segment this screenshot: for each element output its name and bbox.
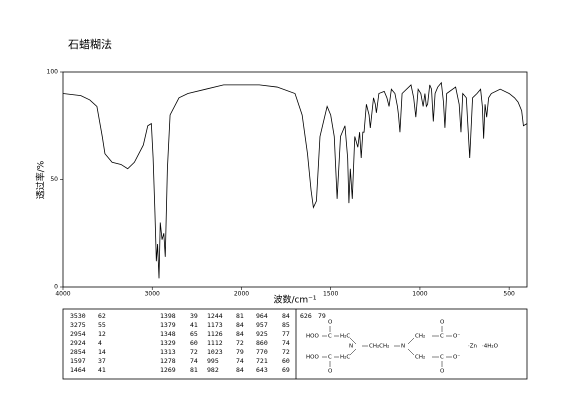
peak-wavenumber: 1464	[70, 366, 86, 374]
peak-wavenumber: 1379	[160, 321, 176, 329]
y-axis-label: 透过率/%	[35, 160, 47, 199]
structure-label: O	[440, 369, 445, 375]
structure-label: CH₂CH₂	[369, 344, 389, 350]
table-frame	[62, 308, 528, 380]
peak-wavenumber: 3530	[70, 312, 86, 320]
structure-label: N	[349, 344, 353, 350]
x-tick-label: 1000	[412, 291, 427, 298]
peak-transmittance: 41	[190, 321, 198, 329]
structure-label: O	[328, 320, 333, 326]
peak-wavenumber: 957	[256, 321, 268, 329]
structure-label: C	[440, 355, 444, 361]
peak-wavenumber: 1023	[207, 348, 223, 356]
x-tick-label: 2000	[234, 291, 249, 298]
structure-label: H₂C	[340, 355, 350, 361]
peak-transmittance: 55	[98, 321, 106, 329]
structure-label: O	[440, 320, 445, 326]
structure-label: C	[328, 334, 332, 340]
peak-transmittance: 62	[98, 312, 106, 320]
peak-wavenumber: 1173	[207, 321, 223, 329]
structure-label: O⁻	[453, 355, 460, 361]
peak-wavenumber: 964	[256, 312, 268, 320]
x-tick-label: 4000	[55, 291, 70, 298]
structure-label: N	[401, 344, 405, 350]
peak-wavenumber: 1278	[160, 357, 176, 365]
peak-wavenumber: 1126	[207, 330, 223, 338]
x-tick-label: 1500	[323, 291, 338, 298]
chart-title: 石蜡糊法	[68, 37, 112, 51]
peak-transmittance: 81	[190, 366, 198, 374]
peak-transmittance: 60	[282, 357, 290, 365]
structure-label: C	[328, 355, 332, 361]
x-tick-label: 3000	[145, 291, 160, 298]
peak-transmittance: 79	[236, 348, 244, 356]
structure-label: O⁻	[453, 334, 460, 340]
peak-wavenumber: 643	[256, 366, 268, 374]
structure-label: CH₂	[415, 334, 425, 340]
peak-transmittance: 72	[282, 348, 290, 356]
peak-transmittance: 39	[190, 312, 198, 320]
peak-wavenumber: 1269	[160, 366, 176, 374]
peak-wavenumber: 925	[256, 330, 268, 338]
peak-transmittance: 4	[98, 339, 102, 347]
peak-wavenumber: 1244	[207, 312, 223, 320]
peak-wavenumber: 1348	[160, 330, 176, 338]
spectrum-line	[62, 81, 528, 279]
peak-wavenumber: 982	[207, 366, 219, 374]
peak-transmittance: 84	[236, 330, 244, 338]
y-tick-label: 100	[47, 69, 59, 76]
peak-wavenumber: 1398	[160, 312, 176, 320]
peak-wavenumber: 860	[256, 339, 268, 347]
peak-transmittance: 41	[98, 366, 106, 374]
peak-transmittance: 85	[282, 321, 290, 329]
peak-transmittance: 65	[190, 330, 198, 338]
peak-transmittance: 77	[282, 330, 290, 338]
peak-transmittance: 79	[318, 312, 326, 320]
peak-wavenumber: 1313	[160, 348, 176, 356]
peak-wavenumber: 1112	[207, 339, 223, 347]
peak-wavenumber: 721	[256, 357, 268, 365]
peak-wavenumber: 1329	[160, 339, 176, 347]
structure-label: ·Zn	[468, 344, 478, 350]
peak-wavenumber: 770	[256, 348, 268, 356]
peak-wavenumber: 2854	[70, 348, 86, 356]
peak-wavenumber: 3275	[70, 321, 86, 329]
structure-label: ·4H₂O	[482, 344, 499, 350]
peak-transmittance: 69	[282, 366, 290, 374]
peak-wavenumber: 1597	[70, 357, 86, 365]
structure-bonds	[322, 326, 452, 367]
y-tick-label: 0	[54, 284, 58, 291]
peak-transmittance: 74	[282, 339, 290, 347]
structure-label: H₂C	[340, 334, 350, 340]
peak-wavenumber: 2924	[70, 339, 86, 347]
peak-transmittance: 72	[236, 339, 244, 347]
peak-transmittance: 74	[190, 357, 198, 365]
peak-transmittance: 74	[236, 357, 244, 365]
peak-transmittance: 14	[98, 348, 106, 356]
y-tick-label: 50	[50, 176, 58, 183]
peak-wavenumber: 2954	[70, 330, 86, 338]
peak-transmittance: 84	[236, 366, 244, 374]
peak-transmittance: 37	[98, 357, 106, 365]
structure-label: O	[328, 369, 333, 375]
structure-label: HOO	[306, 334, 319, 340]
peak-wavenumber: 995	[207, 357, 219, 365]
structure-label: C	[440, 334, 444, 340]
peak-transmittance: 84	[236, 321, 244, 329]
peak-wavenumber: 626	[300, 312, 312, 320]
peak-transmittance: 12	[98, 330, 106, 338]
peak-transmittance: 84	[282, 312, 290, 320]
plot-frame	[62, 71, 528, 288]
peak-transmittance: 60	[190, 339, 198, 347]
x-axis-label: 波数/cm⁻¹	[273, 294, 316, 306]
peak-transmittance: 72	[190, 348, 198, 356]
structure-label: HOO	[306, 355, 319, 361]
x-tick-label: 500	[503, 291, 515, 298]
peak-transmittance: 81	[236, 312, 244, 320]
structure-label: CH₂	[415, 355, 425, 361]
